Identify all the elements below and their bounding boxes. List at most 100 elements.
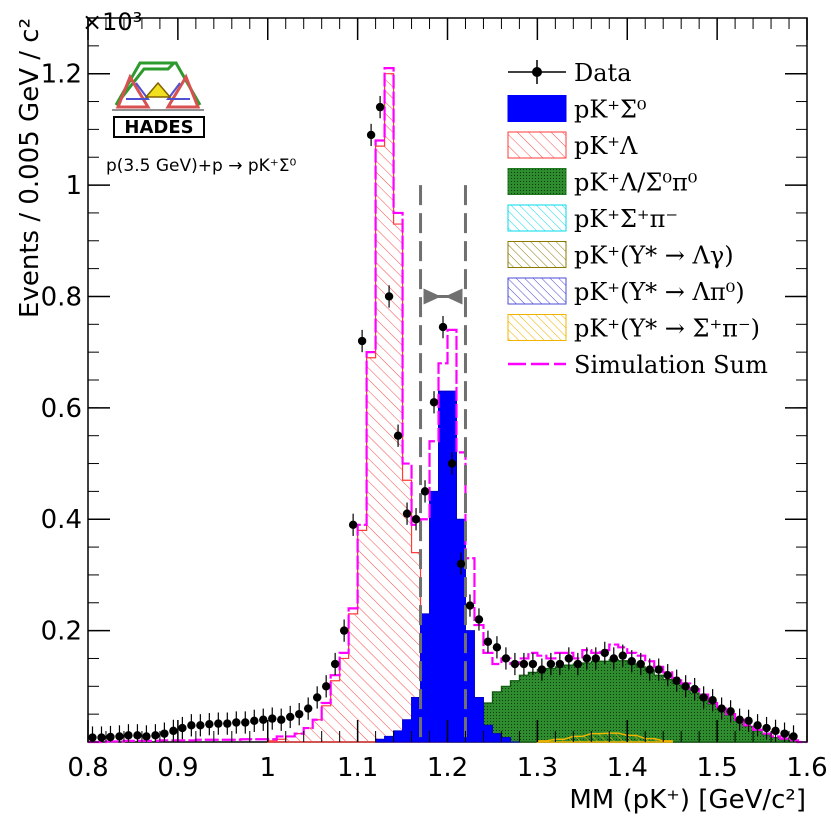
data-point bbox=[519, 659, 529, 669]
simulation-sum-line bbox=[88, 67, 807, 744]
x-tick-label: 1.2 bbox=[427, 753, 468, 783]
data-point bbox=[672, 676, 681, 685]
legend-label: Simulation Sum bbox=[574, 351, 768, 379]
legend-item: pK⁺Λ bbox=[507, 131, 638, 160]
data-point bbox=[205, 719, 214, 729]
data-point bbox=[564, 654, 574, 663]
data-point bbox=[232, 718, 241, 727]
data-point bbox=[420, 487, 430, 496]
selection-window-arrow-right bbox=[445, 288, 463, 305]
legend-item: pK⁺Σ⁰ bbox=[507, 95, 647, 124]
data-point bbox=[268, 714, 277, 723]
series-pK-Sigma0 bbox=[375, 390, 520, 743]
data-point bbox=[286, 712, 295, 722]
data-point bbox=[124, 731, 133, 740]
data-point bbox=[321, 682, 331, 691]
legend-label: pK⁺(Y* → Λπ⁰) bbox=[574, 278, 745, 306]
legend-label: pK⁺Λ bbox=[574, 132, 638, 160]
legend-label: pK⁺(Y* → Λγ) bbox=[574, 242, 734, 270]
data-point bbox=[142, 732, 151, 741]
data-point bbox=[744, 716, 753, 726]
data-point bbox=[600, 648, 609, 658]
data-point bbox=[312, 693, 322, 702]
data-point bbox=[106, 732, 115, 742]
data-point bbox=[627, 657, 636, 666]
data-point bbox=[771, 726, 780, 736]
selection-window-arrow-left bbox=[423, 288, 442, 305]
data-point bbox=[546, 659, 556, 669]
data-point bbox=[537, 665, 547, 674]
hades-logo-text: HADES bbox=[124, 117, 193, 138]
data-point bbox=[133, 731, 142, 740]
x-tick-label: 1.6 bbox=[786, 753, 827, 783]
data-point bbox=[295, 709, 304, 719]
data-point bbox=[303, 704, 313, 713]
data-point bbox=[528, 659, 538, 669]
data-point bbox=[151, 731, 160, 740]
legend-swatch bbox=[507, 168, 567, 195]
legend-label: pK⁺Λ/Σ⁰π⁰ bbox=[574, 169, 697, 197]
data-point bbox=[483, 637, 493, 646]
data-point bbox=[447, 459, 457, 468]
data-point bbox=[366, 130, 376, 140]
data-point bbox=[618, 651, 627, 660]
data-point bbox=[708, 696, 717, 705]
y-axis-label: Events / 0.005 GeV / c² bbox=[15, 18, 45, 318]
series-simulation-sum bbox=[88, 67, 807, 744]
data-point bbox=[214, 719, 223, 728]
data-point bbox=[789, 732, 798, 741]
selection-window bbox=[419, 185, 467, 742]
x-tick-label: 1.1 bbox=[337, 753, 378, 783]
legend-label: Data bbox=[574, 59, 632, 87]
data-point bbox=[250, 716, 259, 726]
data-point bbox=[753, 721, 762, 730]
data-point bbox=[375, 102, 385, 112]
legend-swatch-point bbox=[532, 67, 542, 77]
reaction-label: p(3.5 GeV)+p → pK⁺Σ⁰ bbox=[106, 156, 296, 176]
x-axis-label: MM (pK⁺) [GeV/c²] bbox=[569, 785, 806, 815]
data-point bbox=[384, 292, 394, 301]
y-tick-label: 0.6 bbox=[41, 394, 82, 424]
legend-label: pK⁺(Y* → Σ⁺π⁻) bbox=[574, 315, 760, 343]
data-point bbox=[654, 665, 663, 674]
legend-item: pK⁺Σ⁺π⁻ bbox=[507, 204, 678, 233]
legend-item: pK⁺(Y* → Λγ) bbox=[507, 241, 734, 270]
data-point bbox=[438, 322, 448, 332]
data-point bbox=[717, 704, 726, 713]
x-tick-label: 0.8 bbox=[67, 753, 108, 783]
data-point bbox=[348, 520, 358, 529]
data-point bbox=[402, 509, 412, 518]
data-point bbox=[465, 601, 475, 610]
data-point bbox=[762, 723, 771, 733]
legend-item: Data bbox=[508, 59, 632, 87]
data-point bbox=[187, 721, 196, 730]
axes: 0.8 0.9 1 1.1 1.2 1.3 1.4 1.5 1.6 0.2 0.4 0.6 0.8 1 1.… bbox=[41, 17, 828, 783]
data-point bbox=[277, 715, 286, 724]
data-point bbox=[160, 729, 169, 738]
legend-swatch bbox=[507, 131, 567, 159]
data-point bbox=[609, 654, 618, 663]
data-point bbox=[357, 336, 367, 346]
data-point bbox=[663, 670, 672, 680]
data-point bbox=[223, 719, 232, 728]
y-tick-label: 0.4 bbox=[41, 505, 82, 535]
x-tick-label: 1.5 bbox=[696, 753, 737, 783]
legend-swatch bbox=[507, 204, 567, 232]
data-point bbox=[510, 659, 520, 669]
data-point bbox=[591, 654, 600, 663]
legend-swatch bbox=[507, 95, 567, 122]
data-point bbox=[636, 659, 645, 669]
y-tick-label: 0.2 bbox=[41, 617, 82, 647]
y-tick-label: 1.2 bbox=[41, 60, 82, 90]
data-point bbox=[474, 615, 484, 624]
data-point bbox=[690, 684, 699, 694]
data-point bbox=[178, 723, 187, 733]
data-point bbox=[681, 682, 690, 691]
data-point bbox=[330, 659, 340, 669]
data-point bbox=[88, 733, 97, 742]
data-points bbox=[88, 95, 798, 742]
legend: Data pK⁺Σ⁰ pK⁺Λ pK⁺Λ/Σ⁰π⁰ pK⁺Σ⁺π⁻ pK⁺(Y* → Λγ… bbox=[507, 59, 768, 379]
data-point bbox=[169, 726, 178, 736]
legend-swatch bbox=[507, 277, 567, 305]
